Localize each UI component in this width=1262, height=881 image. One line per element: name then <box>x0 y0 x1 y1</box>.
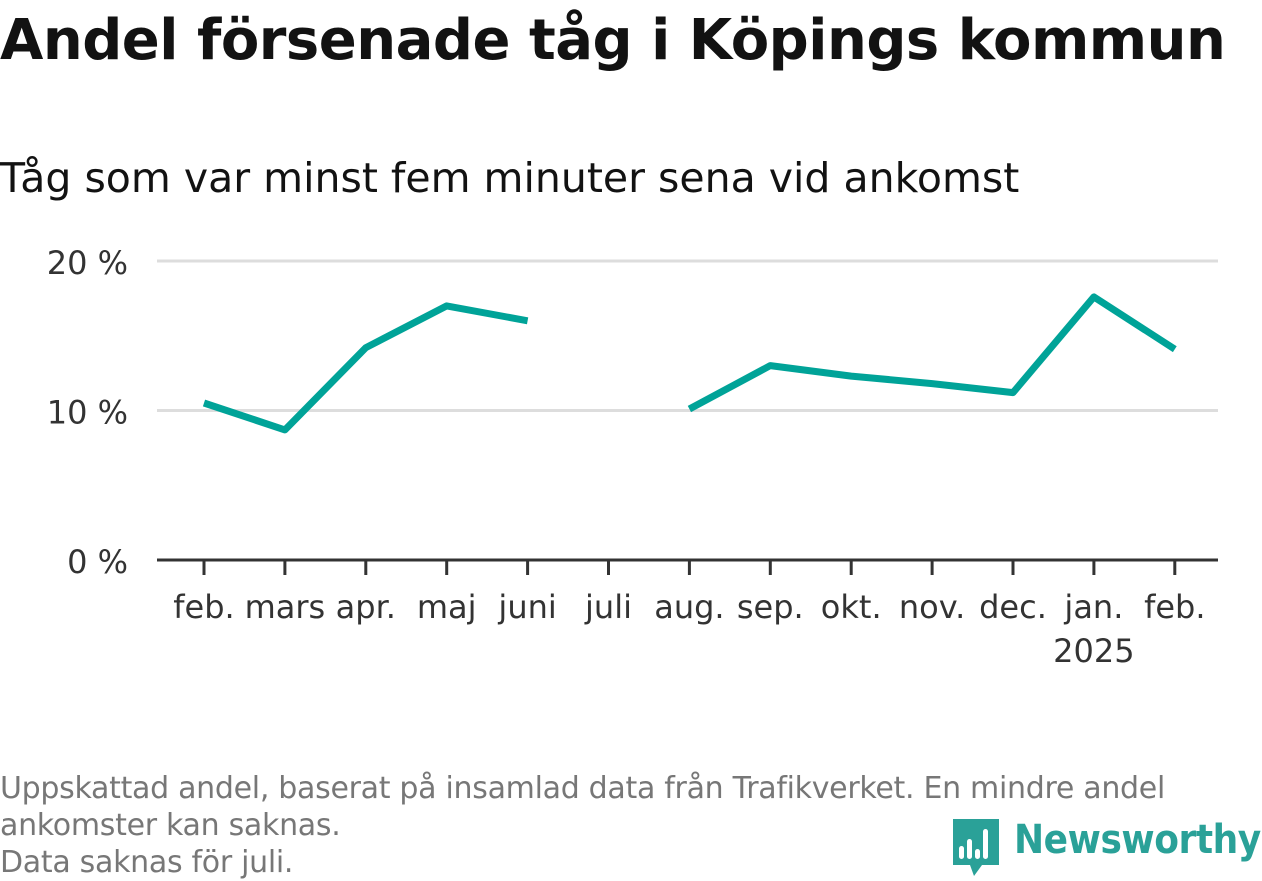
footnote-line-1: Uppskattad andel, baserat på insamlad da… <box>0 771 1165 806</box>
series-line-segment <box>202 302 529 434</box>
x-tick-label: sep. <box>737 588 804 626</box>
x-tick-label: okt. <box>821 588 882 626</box>
footnote-line-2: ankomster kan saknas. <box>0 808 341 843</box>
brand-name: Newsworthy <box>1014 817 1261 863</box>
series-line-segment <box>687 293 1177 413</box>
brand-logo: Newsworthy <box>950 815 1262 879</box>
x-tick-sublabel: 2025 <box>1053 632 1134 670</box>
x-tick-label: apr. <box>336 588 396 626</box>
footnote-line-3: Data saknas för juli. <box>0 845 294 880</box>
x-tick-label: feb. <box>173 588 234 626</box>
y-tick-label: 0 % <box>67 543 128 581</box>
y-tick-label: 20 % <box>47 244 128 282</box>
x-tick-label: jan. <box>1063 588 1123 626</box>
x-tick-label: juli <box>584 588 632 626</box>
x-tick-label: maj <box>417 588 477 626</box>
x-tick-label: mars <box>245 588 326 626</box>
x-tick-label: nov. <box>899 588 965 626</box>
x-tick-label: juni <box>497 588 556 626</box>
x-tick-label: feb. <box>1144 588 1205 626</box>
x-tick-label: aug. <box>654 588 724 626</box>
footnote: Uppskattad andel, baserat på insamlad da… <box>0 770 1250 881</box>
newsworthy-logo-icon <box>953 819 999 876</box>
chart-title: Andel försenade tåg i Köpings kommun <box>0 8 1226 73</box>
chart-subtitle: Tåg som var minst fem minuter sena vid a… <box>0 154 1020 202</box>
y-tick-label: 10 % <box>47 394 128 432</box>
x-tick-label: dec. <box>979 588 1047 626</box>
